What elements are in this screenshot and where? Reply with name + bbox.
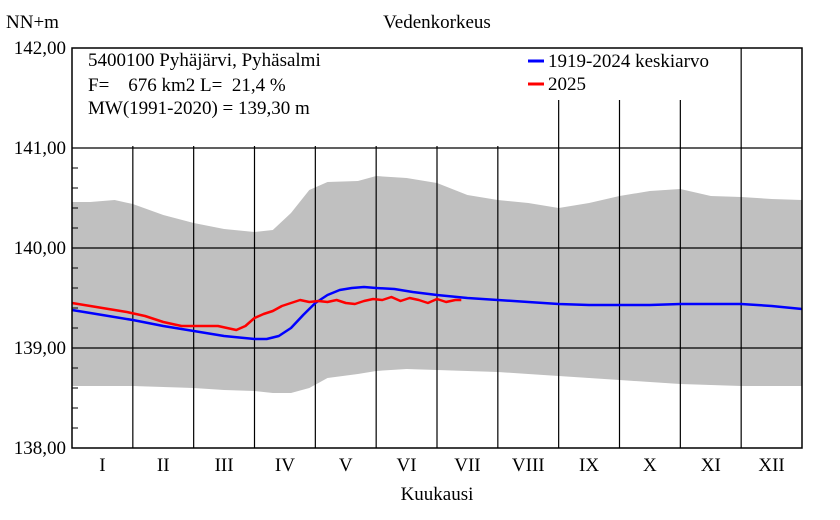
info-station: 5400100 Pyhäjärvi, Pyhäsalmi [88, 50, 321, 71]
x-tick-label: I [99, 455, 105, 476]
y-tick-label: 141,00 [14, 138, 66, 159]
info-box: 5400100 Pyhäjärvi, Pyhäsalmi F= 676 km2 … [72, 48, 530, 146]
plot-frame [71, 47, 803, 449]
x-tick-label: XI [701, 455, 721, 476]
y-tick-label: 139,00 [14, 338, 66, 359]
x-tick-label: VII [454, 455, 480, 476]
series-lines [71, 285, 803, 341]
y-axis-title: NN+m [6, 12, 59, 33]
x-tick-label: XII [758, 455, 784, 476]
x-axis-title: Kuukausi [401, 484, 474, 505]
legend-label-2025: 2025 [548, 74, 586, 95]
info-mean-water: MW(1991-2020) = 139,30 m [88, 98, 310, 119]
legend: 1919-2024 keskiarvo 2025 [528, 48, 739, 100]
x-tick-label: IV [275, 455, 295, 476]
x-tick-label: VIII [512, 455, 545, 476]
x-tick-label: V [339, 455, 353, 476]
series-line-2025 [71, 295, 462, 332]
chart-title: Vedenkorkeus [383, 12, 491, 33]
x-tick-label: III [215, 455, 234, 476]
x-tick-label: II [157, 455, 170, 476]
y-tick-label: 140,00 [14, 238, 66, 259]
series-line-mean [71, 285, 803, 341]
y-tick-label: 142,00 [14, 38, 66, 59]
x-tick-label: IX [579, 455, 599, 476]
x-tick-label: X [643, 455, 657, 476]
info-area: F= 676 km2 L= 21,4 % [88, 75, 286, 96]
y-tick-label: 138,00 [14, 438, 66, 459]
x-tick-label: VI [397, 455, 417, 476]
legend-label-mean: 1919-2024 keskiarvo [548, 51, 709, 72]
